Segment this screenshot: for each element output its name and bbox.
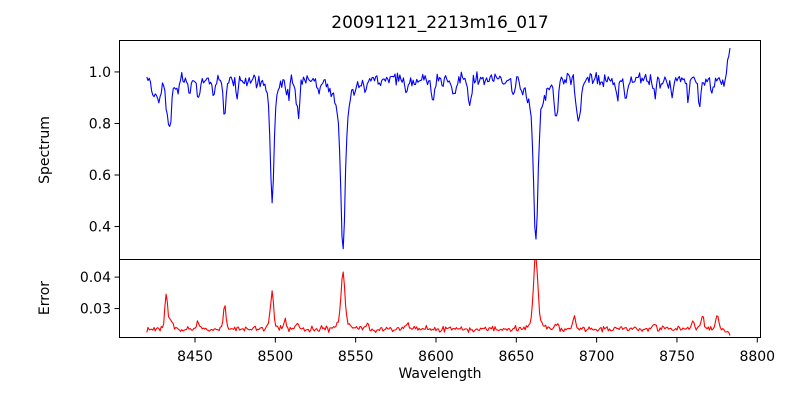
x-tick-label: 8450 bbox=[177, 349, 213, 365]
x-tick-label: 8550 bbox=[338, 349, 374, 365]
x-tick-label: 8700 bbox=[579, 349, 615, 365]
error-panel-border bbox=[119, 259, 761, 338]
spectrum-panel-border bbox=[119, 40, 761, 260]
chart-title: 20091121_2213m16_017 bbox=[331, 13, 548, 33]
x-tick-label: 8750 bbox=[659, 349, 695, 365]
x-tick-label: 8600 bbox=[418, 349, 454, 365]
error-y-tick-label: 0.03 bbox=[80, 302, 111, 318]
spectrum-y-tick-label: 0.6 bbox=[89, 168, 111, 184]
spectrum-y-axis-label: Spectrum bbox=[37, 116, 53, 184]
error-y-axis-label: Error bbox=[37, 281, 53, 315]
error-y-tick-label: 0.04 bbox=[80, 270, 111, 286]
spectrum-line bbox=[146, 47, 731, 250]
plot-area: 0.4 0.6 0.8 1.0 0.03 0.04 8450 8500 8550 8600 8650… bbox=[80, 40, 775, 365]
spectrum-y-tick-label: 0.8 bbox=[89, 116, 111, 132]
x-tick-label: 8800 bbox=[739, 349, 775, 365]
x-tick-label: 8500 bbox=[258, 349, 294, 365]
x-axis-label: Wavelength bbox=[398, 366, 481, 382]
error-line bbox=[146, 259, 731, 336]
x-tick-label: 8650 bbox=[498, 349, 534, 365]
spectrum-y-tick-label: 0.4 bbox=[89, 220, 111, 236]
spectrum-y-tick-label: 1.0 bbox=[89, 65, 111, 81]
